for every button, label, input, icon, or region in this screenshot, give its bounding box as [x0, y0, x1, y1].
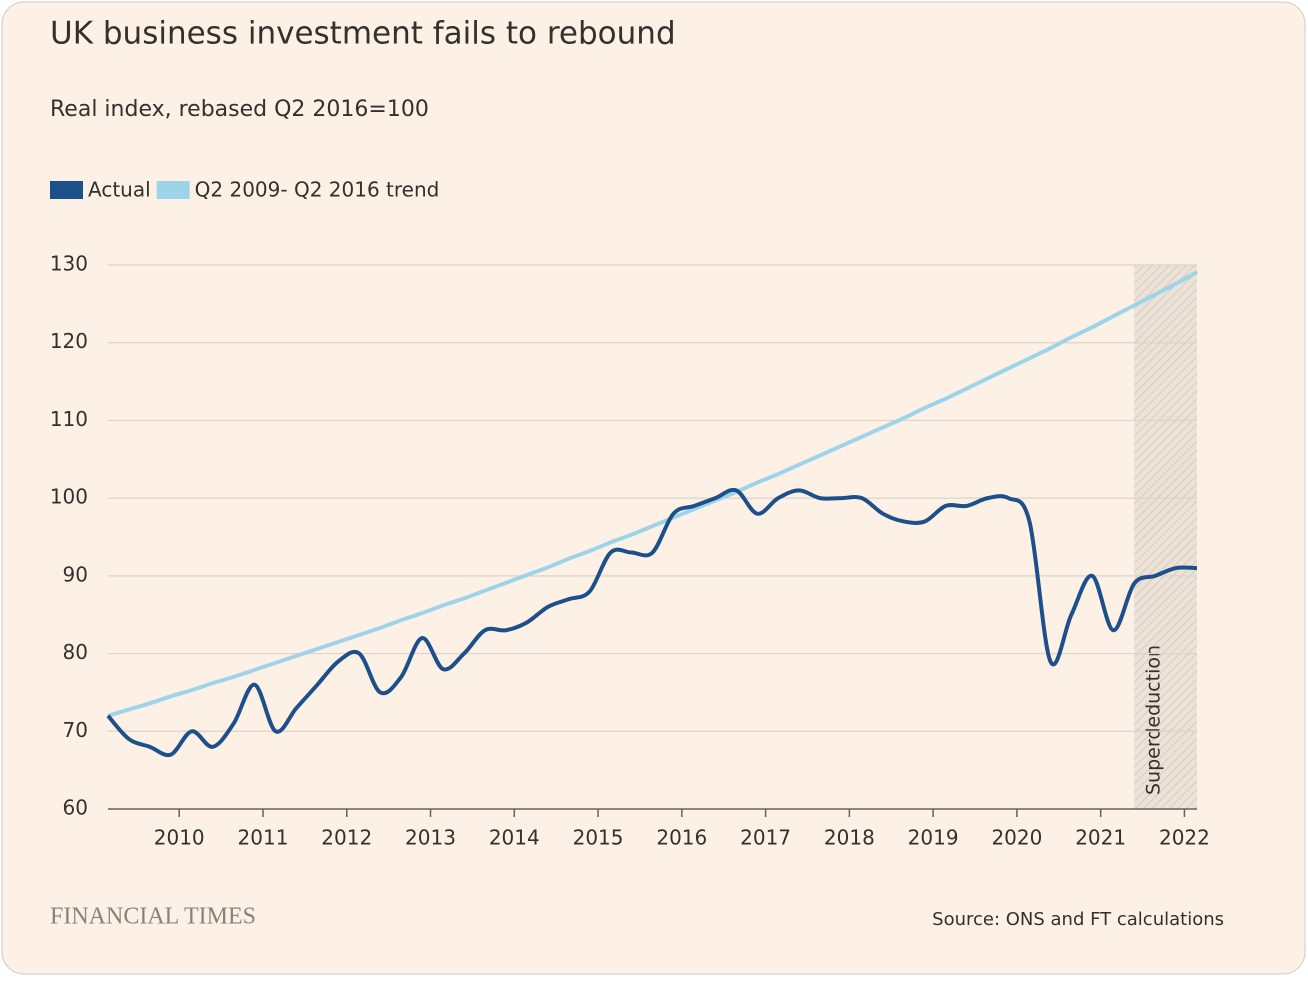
- x-tick-label: 2012: [321, 826, 372, 850]
- shaded-region-label: Superdeduction: [1143, 645, 1165, 795]
- x-tick-label: 2013: [405, 826, 456, 850]
- brand: FINANCIAL TIMES: [50, 904, 256, 930]
- legend-label: Actual: [88, 178, 151, 202]
- series-line: [106, 487, 1198, 758]
- x-tick-label: 2018: [824, 826, 875, 850]
- chart-subtitle: Real index, rebased Q2 2016=100: [50, 97, 429, 122]
- y-tick-label: 70: [63, 718, 88, 742]
- y-tick-label: 80: [63, 640, 88, 664]
- legend-label: Q2 2009- Q2 2016 trend: [195, 178, 440, 202]
- x-tick-label: 2011: [238, 826, 289, 850]
- y-tick-label: 120: [50, 329, 88, 353]
- x-tick-label: 2014: [489, 826, 540, 850]
- y-tick-label: 130: [50, 252, 88, 276]
- y-tick-label: 60: [63, 796, 88, 820]
- y-tick-label: 110: [50, 407, 88, 431]
- shaded-region: [1134, 265, 1197, 809]
- x-tick-label: 2010: [154, 826, 205, 850]
- legend-swatch: [50, 181, 83, 199]
- y-tick-label: 100: [50, 485, 88, 509]
- x-tick-label: 2017: [740, 826, 791, 850]
- source: Source: ONS and FT calculations: [932, 909, 1224, 930]
- x-tick-label: 2022: [1159, 826, 1210, 850]
- x-tick-label: 2015: [573, 826, 624, 850]
- x-tick-label: 2016: [656, 826, 707, 850]
- legend-swatch: [156, 181, 190, 199]
- x-tick-label: 2021: [1075, 826, 1126, 850]
- x-tick-label: 2019: [908, 826, 959, 850]
- chart-title: UK business investment fails to rebound: [50, 16, 676, 52]
- y-tick-label: 90: [63, 562, 88, 586]
- series-line: [107, 270, 1198, 718]
- x-tick-label: 2020: [991, 826, 1042, 850]
